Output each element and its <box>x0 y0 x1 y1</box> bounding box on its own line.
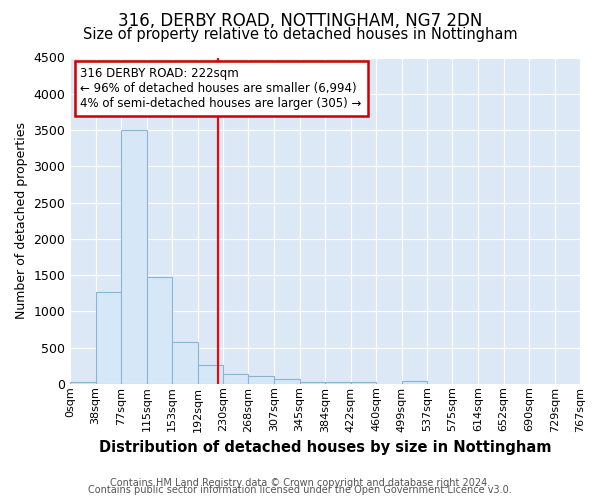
Bar <box>172 342 198 384</box>
Bar <box>95 292 121 384</box>
Text: Size of property relative to detached houses in Nottingham: Size of property relative to detached ho… <box>83 28 517 42</box>
Bar <box>198 366 223 384</box>
Bar <box>274 380 299 384</box>
Bar <box>223 374 248 384</box>
Bar <box>325 382 351 384</box>
Bar <box>402 381 427 384</box>
Text: Contains HM Land Registry data © Crown copyright and database right 2024.: Contains HM Land Registry data © Crown c… <box>110 478 490 488</box>
X-axis label: Distribution of detached houses by size in Nottingham: Distribution of detached houses by size … <box>99 440 551 455</box>
Bar <box>351 382 376 384</box>
Bar <box>121 130 147 384</box>
Text: 316 DERBY ROAD: 222sqm
← 96% of detached houses are smaller (6,994)
4% of semi-d: 316 DERBY ROAD: 222sqm ← 96% of detached… <box>80 68 362 110</box>
Bar <box>299 382 325 384</box>
Bar <box>147 277 172 384</box>
Y-axis label: Number of detached properties: Number of detached properties <box>15 122 28 319</box>
Bar <box>248 376 274 384</box>
Text: Contains public sector information licensed under the Open Government Licence v3: Contains public sector information licen… <box>88 485 512 495</box>
Bar <box>70 382 95 384</box>
Text: 316, DERBY ROAD, NOTTINGHAM, NG7 2DN: 316, DERBY ROAD, NOTTINGHAM, NG7 2DN <box>118 12 482 30</box>
